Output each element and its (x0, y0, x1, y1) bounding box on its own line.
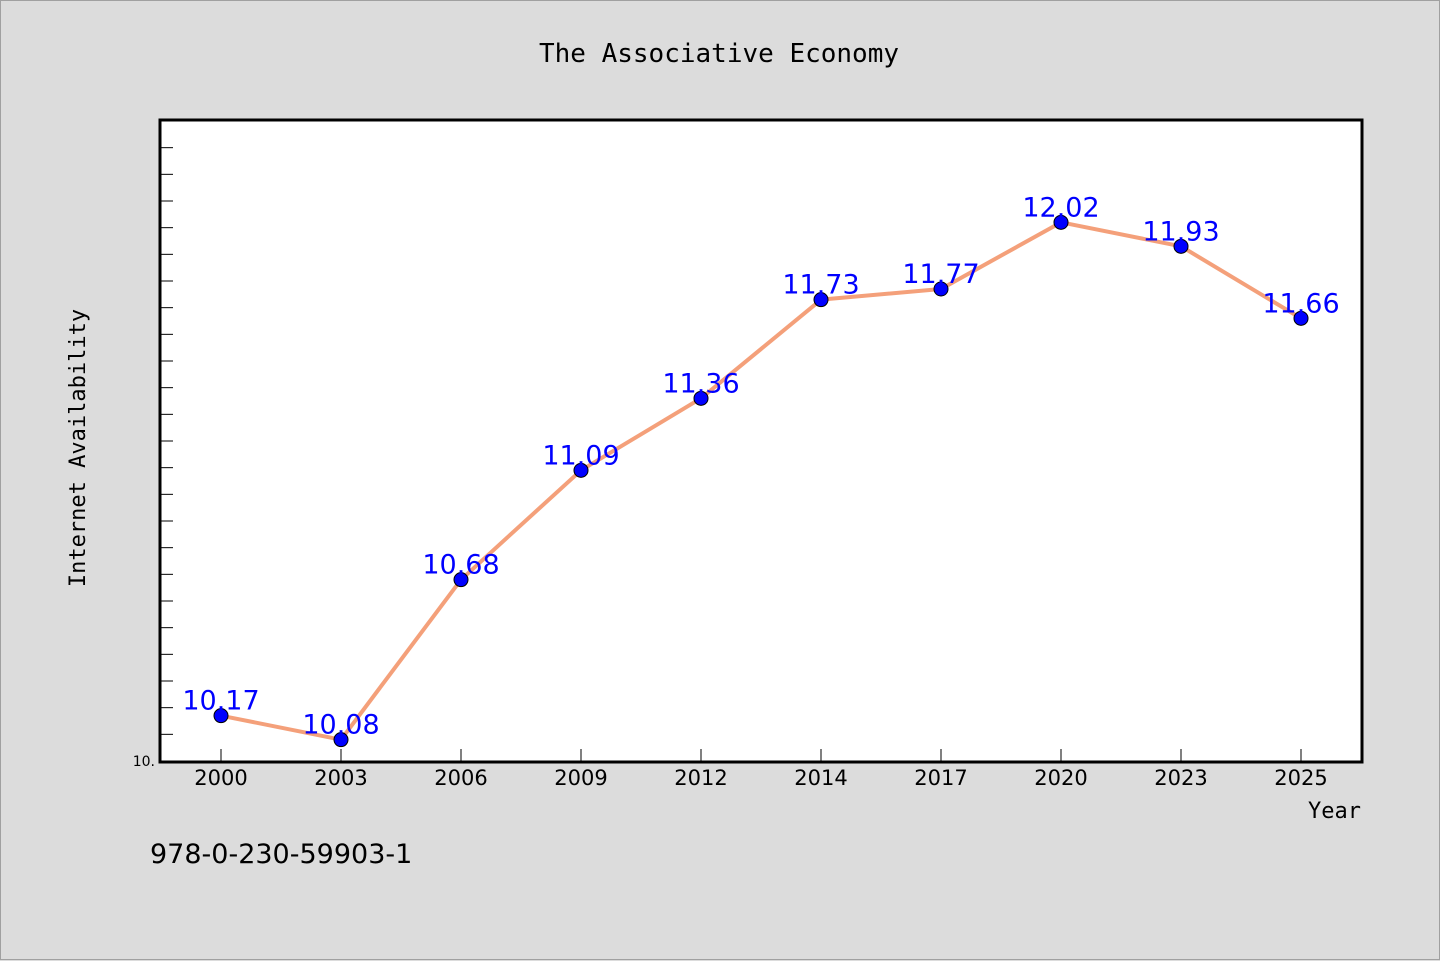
x-tick-label: 2009 (554, 766, 607, 790)
series-group: 10.17 10.08 10.68 11.09 11.36 11.73 11.77 12.02… (182, 192, 1340, 748)
y-axis-label: Internet Availability (66, 309, 91, 587)
data-point (213, 708, 229, 724)
data-point (573, 462, 589, 478)
x-tick-label: 2006 (434, 766, 487, 790)
data-label: 11.36 (662, 368, 739, 399)
x-axis-ticks: 2000 2003 2006 2009 2012 2014 2017 2020 2023 2025 (194, 749, 1328, 790)
data-label: 11.66 (1262, 288, 1339, 319)
y-tick-label: 10. (133, 754, 155, 770)
x-tick-label: 2014 (794, 766, 847, 790)
x-tick-label: 2003 (314, 766, 367, 790)
data-point (693, 390, 709, 406)
x-tick-label: 2020 (1034, 766, 1087, 790)
data-point (453, 572, 469, 588)
y-axis-ticks (160, 120, 173, 762)
data-label: 12.02 (1022, 192, 1099, 223)
data-point (333, 732, 349, 748)
data-label: 10.08 (302, 710, 379, 741)
series-line (220, 220, 1303, 742)
data-label: 11.77 (902, 259, 979, 290)
x-tick-label: 2017 (914, 766, 967, 790)
data-label: 11.93 (1142, 216, 1219, 247)
data-point (1173, 238, 1189, 254)
data-point (1293, 310, 1309, 326)
x-tick-label: 2023 (1154, 766, 1207, 790)
data-point (1053, 214, 1069, 230)
data-point (933, 281, 949, 297)
x-tick-label: 2025 (1274, 766, 1327, 790)
x-tick-label: 2012 (674, 766, 727, 790)
data-label: 11.73 (782, 270, 859, 301)
data-label: 10.68 (422, 550, 499, 581)
plot-area (158, 118, 1364, 764)
x-tick-label: 2000 (194, 766, 247, 790)
isbn-text: 978-0-230-59903-1 (150, 839, 412, 870)
chart-title: The Associative Economy (539, 39, 899, 69)
data-label: 10.17 (182, 686, 259, 717)
x-axis-label: Year (1308, 799, 1361, 824)
data-point (813, 292, 829, 308)
data-label: 11.09 (542, 440, 619, 471)
